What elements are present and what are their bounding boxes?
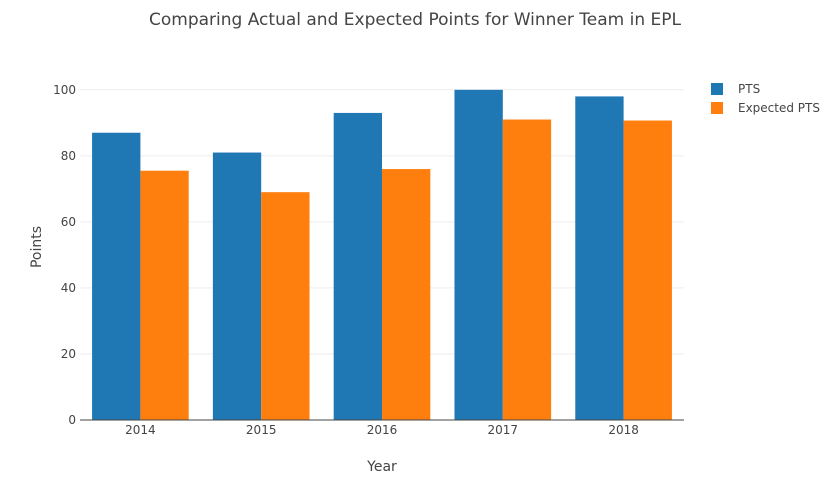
y-axis-title: Points	[29, 226, 45, 268]
y-tick-label: 0	[68, 413, 76, 427]
x-tick-label: 2015	[246, 423, 277, 437]
legend-swatch	[711, 102, 723, 114]
legend-label: Expected PTS	[738, 101, 820, 115]
bar-pts-2018[interactable]	[575, 96, 624, 420]
chart-title: Comparing Actual and Expected Points for…	[149, 10, 682, 30]
legend-swatch	[711, 83, 723, 95]
y-tick-label: 60	[61, 215, 76, 229]
legend-label: PTS	[738, 82, 760, 96]
y-tick-label: 40	[61, 281, 76, 295]
y-tick-label: 20	[61, 347, 76, 361]
bar-expected-pts-2014[interactable]	[140, 170, 189, 420]
x-tick-label: 2017	[488, 423, 519, 437]
bar-pts-2015[interactable]	[212, 152, 262, 420]
legend[interactable]: PTS Expected PTS	[711, 82, 820, 115]
y-tick-label: 80	[61, 149, 76, 163]
bar-expected-pts-2018[interactable]	[623, 120, 672, 421]
y-tick-label: 100	[53, 83, 76, 97]
x-axis-title: Year	[366, 459, 397, 475]
y-axis-ticks: 0 20 40 60 80 100	[53, 83, 76, 427]
x-tick-label: 2018	[608, 423, 639, 437]
legend-item-pts[interactable]: PTS	[711, 82, 760, 96]
bars	[92, 89, 672, 421]
bar-pts-2014[interactable]	[92, 132, 141, 421]
bar-pts-2016[interactable]	[333, 112, 382, 420]
x-tick-label: 2016	[367, 423, 398, 437]
bar-pts-2017[interactable]	[454, 89, 503, 421]
x-axis-ticks: 2014 2015 2016 2017 2018	[125, 423, 639, 437]
bar-expected-pts-2016[interactable]	[382, 169, 431, 420]
bar-expected-pts-2017[interactable]	[502, 119, 552, 420]
bar-expected-pts-2015[interactable]	[261, 192, 310, 420]
legend-item-expected-pts[interactable]: Expected PTS	[711, 101, 820, 115]
x-tick-label: 2014	[125, 423, 156, 437]
